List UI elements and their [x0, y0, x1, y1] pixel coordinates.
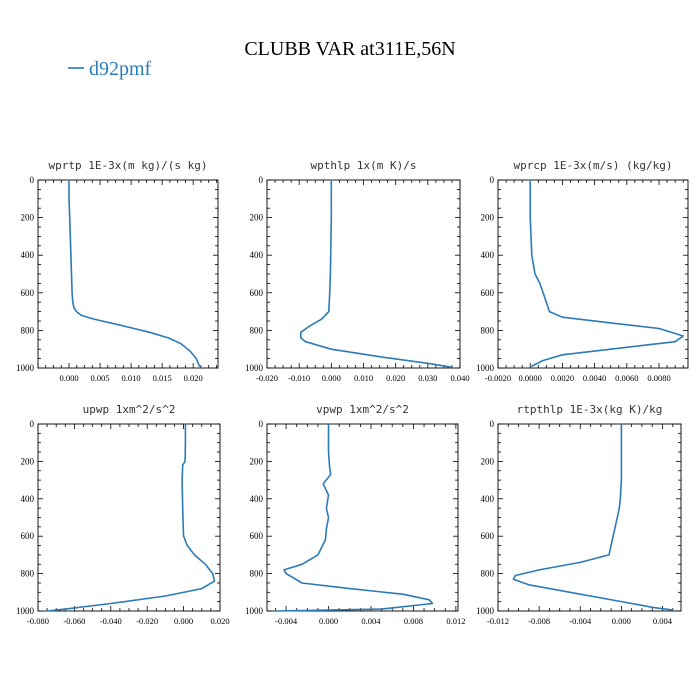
y-tick-label: 400: [481, 250, 495, 260]
profile-line: [529, 179, 685, 367]
subplot-title: wpthlp 1x(m K)/s: [311, 159, 417, 172]
x-tick-label: 0.010: [354, 373, 373, 383]
x-tick-label: 0.008: [404, 616, 423, 626]
y-tick-label: 0: [259, 175, 264, 185]
y-tick-label: 0: [30, 175, 35, 185]
y-tick-label: 400: [21, 250, 35, 260]
y-tick-label: 0: [490, 419, 495, 429]
y-tick-label: 1000: [16, 363, 35, 373]
x-tick-label: 0.020: [210, 616, 229, 626]
x-tick-label: -0.080: [27, 616, 49, 626]
plot-frame: [37, 423, 221, 612]
x-tick-label: -0.040: [100, 616, 122, 626]
y-tick-label: 600: [481, 288, 495, 298]
subplot-title: wprtp 1E-3x(m kg)/(s kg): [49, 159, 208, 172]
x-tick-label: -0.012: [487, 616, 509, 626]
x-tick-label: 0.015: [153, 373, 172, 383]
profile-line: [512, 423, 674, 611]
subplot-1: wprtp 1E-3x(m kg)/(s kg) 0 200 400 600 800 100…: [16, 159, 219, 383]
y-tick-label: 1000: [245, 363, 264, 373]
profile-line: [46, 423, 216, 612]
y-tick-label: 200: [481, 456, 495, 466]
x-tick-label: -0.020: [136, 616, 158, 626]
subplot-5: vpwp 1xm^2/s^2 0 200 400 600 800 1000 -0.004 0.0…: [245, 403, 465, 626]
y-tick-label: 600: [21, 288, 35, 298]
subplot-title: wprcp 1E-3x(m/s) (kg/kg): [514, 159, 673, 172]
x-tick-label: 0.000: [612, 616, 631, 626]
x-tick-label: 0.0000: [519, 373, 542, 383]
y-tick-label: 800: [250, 325, 264, 335]
x-tick-label: -0.060: [63, 616, 85, 626]
panels: wprtp 1E-3x(m kg)/(s kg) 0 200 400 600 800 100…: [16, 159, 689, 626]
y-tick-label: 1000: [245, 606, 264, 616]
x-tick-label: 0.030: [418, 373, 437, 383]
plot-frame: [497, 179, 689, 369]
y-tick-label: 0: [490, 175, 495, 185]
subplot-title: vpwp 1xm^2/s^2: [316, 403, 409, 416]
x-tick-label: 0.012: [446, 616, 465, 626]
x-tick-label: 0.000: [319, 616, 338, 626]
x-tick-label: 0.020: [386, 373, 405, 383]
y-tick-label: 600: [250, 288, 264, 298]
y-tick-label: 800: [481, 325, 495, 335]
x-tick-label: 0.0040: [583, 373, 606, 383]
x-tick-label: -0.004: [569, 616, 592, 626]
y-tick-label: 400: [250, 494, 264, 504]
y-tick-label: 400: [21, 494, 35, 504]
x-tick-label: 0.020: [184, 373, 203, 383]
y-tick-label: 400: [250, 250, 264, 260]
y-tick-label: 600: [481, 531, 495, 541]
subplot-title: rtpthlp 1E-3x(kg K)/kg: [517, 403, 663, 416]
plot-frame: [266, 179, 461, 369]
x-tick-label: 0.0060: [615, 373, 638, 383]
x-tick-label: 0.004: [653, 616, 673, 626]
y-tick-label: 0: [259, 419, 264, 429]
x-tick-label: 0.004: [361, 616, 381, 626]
x-tick-label: 0.0080: [647, 373, 670, 383]
profile-line: [68, 179, 201, 367]
y-tick-label: 200: [21, 456, 35, 466]
y-tick-label: 400: [481, 494, 495, 504]
subplot-2: wpthlp 1x(m K)/s 0 200 400 600 800 1000-0.020-…: [245, 159, 470, 383]
y-tick-label: 200: [250, 456, 264, 466]
y-tick-label: 1000: [476, 363, 495, 373]
legend-label: d92pmf: [89, 58, 152, 80]
y-tick-label: 1000: [476, 606, 495, 616]
x-tick-label: 0.040: [450, 373, 469, 383]
subplot-3: wprcp 1E-3x(m/s) (kg/kg) 0 200 400 600 800 100…: [476, 159, 689, 383]
y-tick-label: 200: [21, 213, 35, 223]
plot-frame: [37, 179, 219, 369]
figure-title: CLUBB VAR at311E,56N: [244, 38, 455, 60]
y-tick-label: 200: [250, 213, 264, 223]
y-tick-label: 0: [30, 419, 35, 429]
subplot-4: upwp 1xm^2/s^2 0 200 400 600 800 1000-0.080 -0.…: [16, 403, 230, 626]
x-tick-label: 0.000: [174, 616, 193, 626]
x-tick-label: 0.000: [322, 373, 341, 383]
subplot-6: rtpthlp 1E-3x(kg K)/kg02004006008001000-…: [476, 403, 682, 626]
y-tick-label: 200: [481, 213, 495, 223]
y-tick-label: 800: [21, 325, 35, 335]
x-tick-label: 0.000: [59, 373, 78, 383]
x-tick-label: 0.0020: [551, 373, 574, 383]
x-tick-label: -0.020: [256, 373, 278, 383]
y-tick-label: 800: [481, 569, 495, 579]
profile-line: [299, 179, 452, 368]
plot-frame: [266, 423, 459, 612]
x-tick-label: -0.004: [275, 616, 298, 626]
y-tick-label: 600: [21, 531, 35, 541]
x-tick-label: -0.0020: [485, 373, 511, 383]
profile-line: [274, 423, 434, 612]
figure-legend: d92pmf: [68, 58, 152, 80]
x-tick-label: -0.010: [288, 373, 310, 383]
x-tick-label: -0.008: [528, 616, 550, 626]
y-tick-label: 800: [21, 569, 35, 579]
x-tick-label: 0.005: [91, 373, 110, 383]
subplot-title: upwp 1xm^2/s^2: [83, 403, 176, 416]
y-tick-label: 800: [250, 569, 264, 579]
x-tick-label: 0.010: [122, 373, 141, 383]
y-tick-label: 600: [250, 531, 264, 541]
y-tick-label: 1000: [16, 606, 35, 616]
